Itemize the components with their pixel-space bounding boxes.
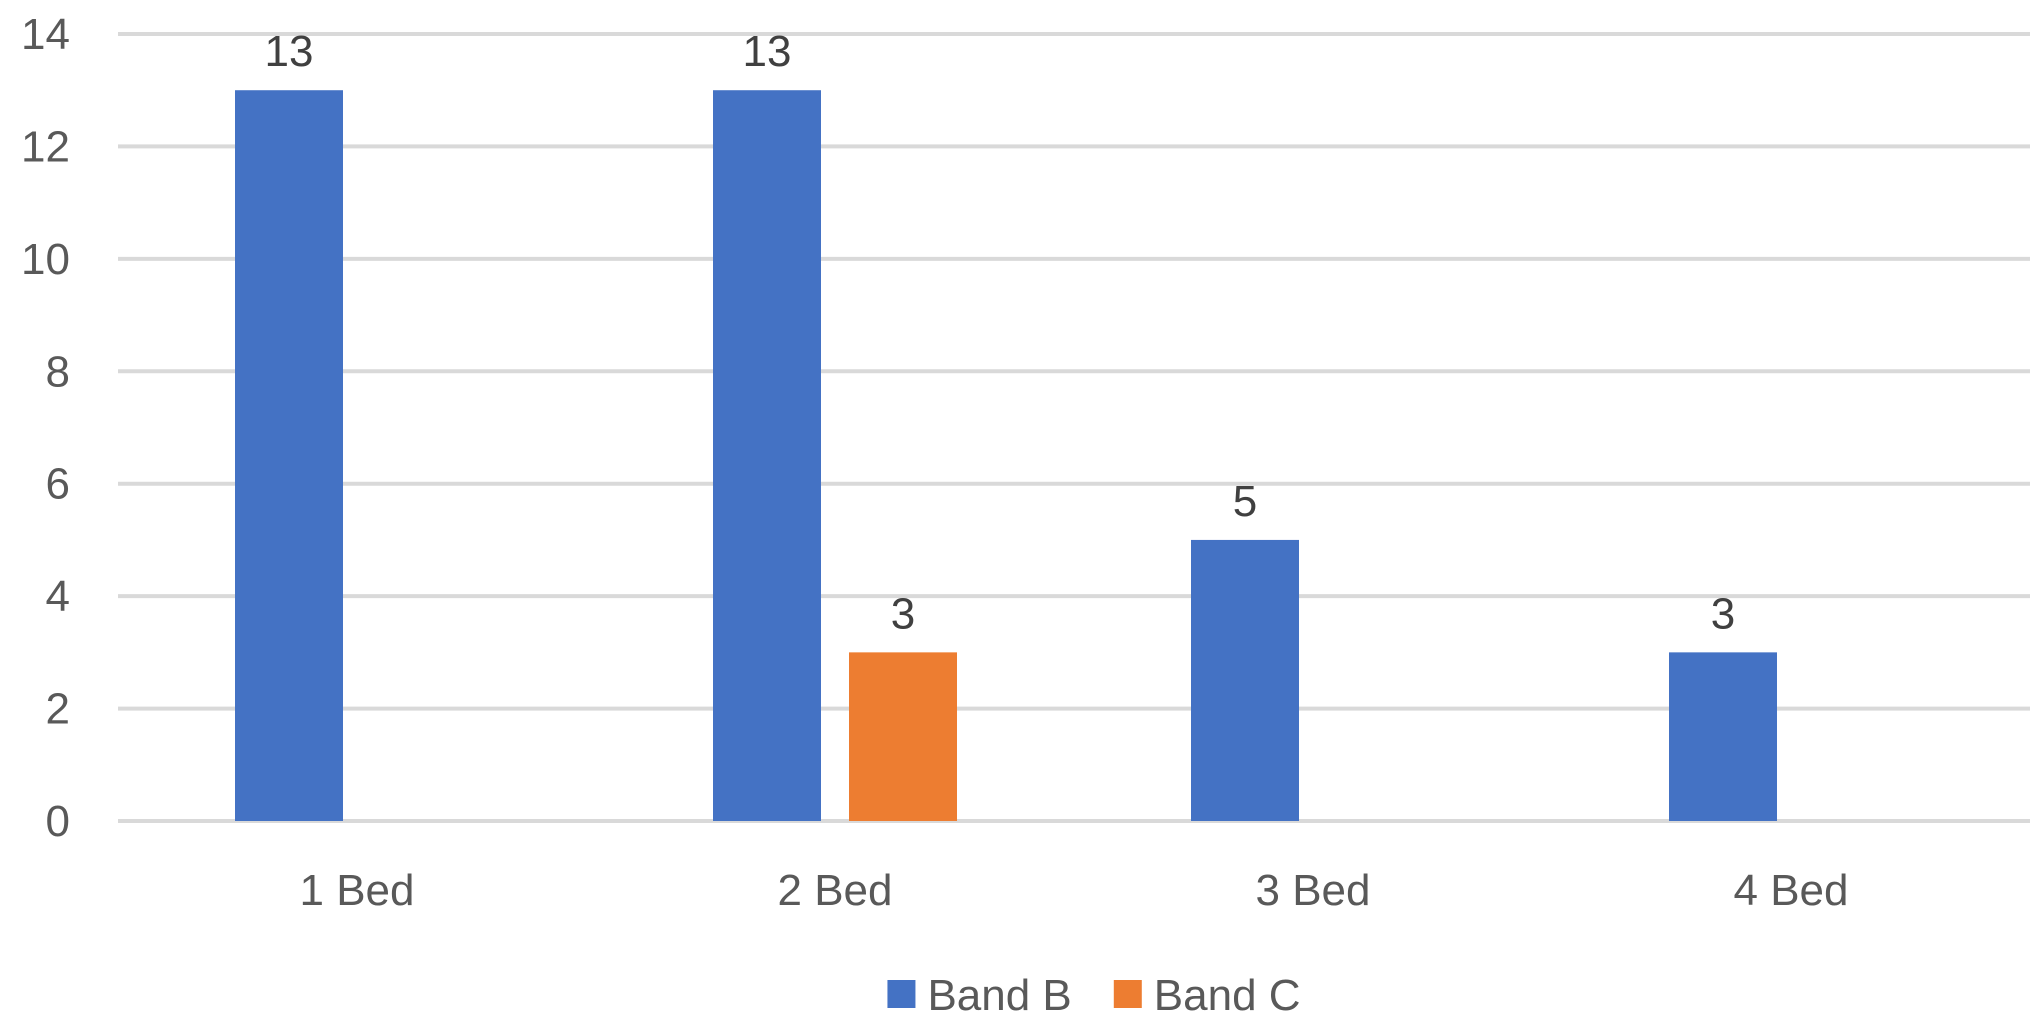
legend-label: Band C xyxy=(1154,971,1301,1020)
y-tick-label: 0 xyxy=(46,797,70,846)
data-label: 13 xyxy=(743,27,792,76)
data-label: 3 xyxy=(1711,589,1735,638)
x-category-label: 1 Bed xyxy=(300,866,415,915)
y-axis-ticks: 0 2 4 6 8 10 12 14 xyxy=(21,10,70,846)
x-category-label: 4 Bed xyxy=(1734,866,1849,915)
y-tick-label: 14 xyxy=(21,10,70,59)
data-label: 3 xyxy=(891,589,915,638)
legend: Band B Band C xyxy=(887,971,1301,1020)
y-tick-label: 8 xyxy=(46,347,70,396)
legend-swatch xyxy=(887,980,916,1008)
data-label: 13 xyxy=(265,27,314,76)
legend-label: Band B xyxy=(927,971,1071,1020)
data-label: 5 xyxy=(1233,477,1257,526)
x-category-label: 3 Bed xyxy=(1256,866,1371,915)
data-labels: 13 13 3 5 3 xyxy=(265,27,1736,638)
bars xyxy=(235,90,1777,821)
x-axis-categories: 1 Bed 2 Bed 3 Bed 4 Bed xyxy=(300,866,1849,915)
bar-band-b xyxy=(1669,652,1777,821)
y-tick-label: 4 xyxy=(46,572,70,621)
bar-band-b xyxy=(713,90,821,821)
x-category-label: 2 Bed xyxy=(778,866,893,915)
bar-band-c xyxy=(849,652,957,821)
bar-band-b xyxy=(235,90,343,821)
bar-band-b xyxy=(1191,539,1299,821)
y-tick-label: 6 xyxy=(46,460,70,509)
gridlines xyxy=(118,32,2030,823)
y-tick-label: 10 xyxy=(21,235,70,284)
y-tick-label: 12 xyxy=(21,122,70,171)
y-tick-label: 2 xyxy=(46,685,70,734)
legend-swatch xyxy=(1113,980,1142,1008)
